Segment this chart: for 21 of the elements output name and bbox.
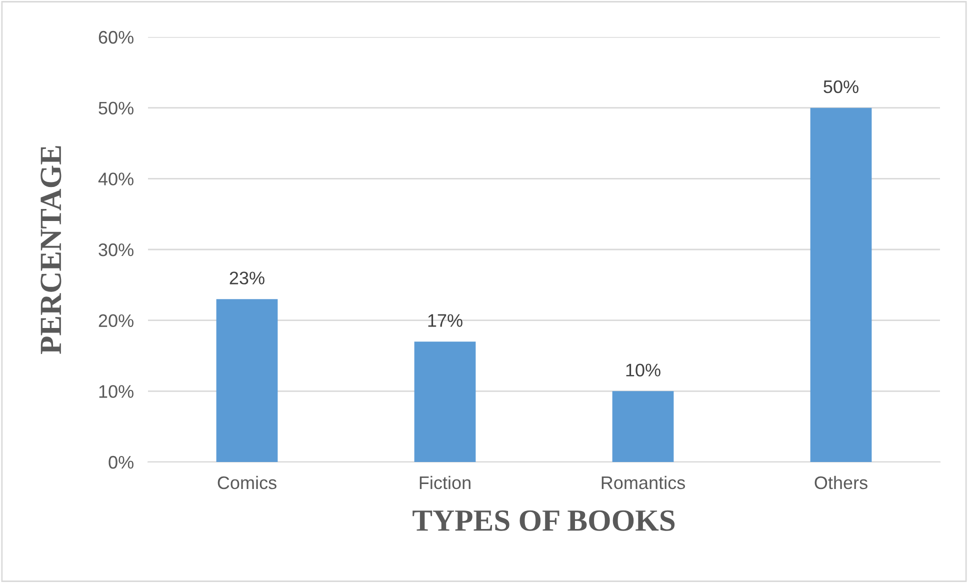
data-label: 17% <box>428 314 462 327</box>
y-axis-title: PERCENTAGE <box>40 146 62 354</box>
bar <box>810 108 872 462</box>
y-tick-label: 30% <box>98 243 134 256</box>
data-label: 10% <box>626 364 660 376</box>
x-tick-label: Comics <box>218 476 276 490</box>
x-tick-label: Others <box>814 476 868 490</box>
y-tick-label: 40% <box>98 172 134 186</box>
bar <box>216 299 278 462</box>
y-tick-label: 0% <box>108 456 134 469</box>
bar <box>612 391 674 462</box>
data-label: 23% <box>230 272 264 284</box>
x-tick-label: Fiction <box>420 476 470 490</box>
data-label: 50% <box>824 80 858 94</box>
x-axis-title: TYPES OF BOOKS <box>412 510 675 531</box>
y-tick-label: 50% <box>98 102 134 115</box>
y-tick-label: 60% <box>98 30 134 44</box>
bar <box>414 342 476 462</box>
x-tick-label: Romantics <box>602 476 685 490</box>
y-tick-label: 20% <box>98 314 134 328</box>
y-tick-label: 10% <box>99 385 134 398</box>
